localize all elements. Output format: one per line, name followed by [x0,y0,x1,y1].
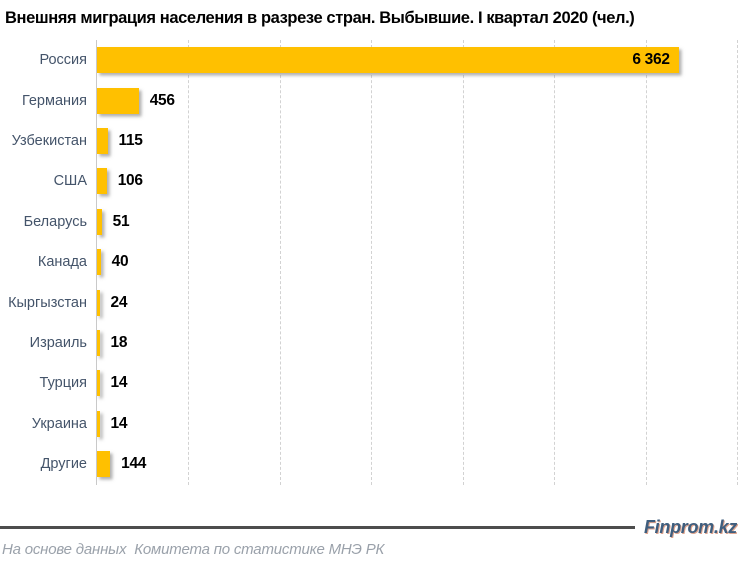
bar [97,249,101,276]
gridline [645,40,647,485]
category-label: Украина [31,415,87,432]
brand-logo: Finprom.kz [643,517,737,537]
chart-row: Германия 456 [0,80,740,120]
chart-row: Кыргызстан 24 [0,282,740,322]
bar [97,289,100,316]
chart-rows: Россия 6 362 Германия 456 Узбекистан 115 США 10… [0,40,740,484]
bar-area: 144 [97,444,740,484]
bar-area: 115 [97,121,740,161]
gridline [188,40,190,485]
chart-row: Турция 14 [0,363,740,403]
category-label: Кыргызстан [8,294,87,311]
bar-area: 456 [97,80,740,120]
category-label: Канада [37,254,87,271]
chart-row: Беларусь 51 [0,202,740,242]
bar-area: 14 [97,363,740,403]
bar-area: 40 [97,242,740,282]
bar [97,208,102,235]
source-note: На основе данных Комитета по статистике … [2,541,385,558]
bar-chart: Россия 6 362 Германия 456 Узбекистан 115 США 10… [0,40,740,485]
gridline [554,40,556,485]
chart-title: Внешняя миграция населения в разрезе стр… [5,9,635,27]
category-label: Германия [21,92,87,109]
chart-row: США 106 [0,161,740,201]
value-label: 24 [110,293,128,311]
chart-row: Россия 6 362 [0,40,740,80]
chart-row: Узбекистан 115 [0,121,740,161]
bar-area: 18 [97,323,740,363]
value-label: 6 362 [632,51,670,69]
bar-area: 51 [97,202,740,242]
category-label: Узбекистан [11,132,87,149]
footer: Finprom.kz [0,517,740,538]
bar: 6 362 [97,47,679,74]
gridline [737,40,738,485]
value-label: 14 [110,414,128,432]
footer-rule [0,526,635,529]
bar-area: 106 [97,161,740,201]
bar [97,87,139,114]
bar [97,329,100,356]
category-label: Россия [39,52,87,69]
bar [97,410,100,437]
category-label: Другие [40,456,87,473]
gridline [371,40,373,485]
value-label: 18 [110,333,128,351]
chart-row: Другие 144 [0,444,740,484]
bar [97,451,111,478]
gridline [462,40,464,485]
bar [97,168,107,195]
bar-area: 14 [97,404,740,444]
value-label: 106 [117,172,143,190]
value-label: 14 [110,374,128,392]
value-label: 144 [121,455,147,473]
category-label: Беларусь [23,213,87,230]
bar [97,370,100,397]
bar-area: 24 [97,282,740,322]
value-label: 40 [111,253,129,271]
category-label: Турция [39,375,87,392]
plot-area [96,40,738,485]
chart-row: Канада 40 [0,242,740,282]
value-label: 115 [118,131,143,149]
value-label: 51 [112,212,130,230]
bar-area: 6 362 [97,40,740,80]
chart-row: Израиль 18 [0,323,740,363]
chart-row: Украина 14 [0,404,740,444]
category-label: Израиль [29,334,87,351]
bar [97,127,108,154]
category-label: США [53,173,87,190]
value-label: 456 [149,91,175,109]
gridline [279,40,281,485]
